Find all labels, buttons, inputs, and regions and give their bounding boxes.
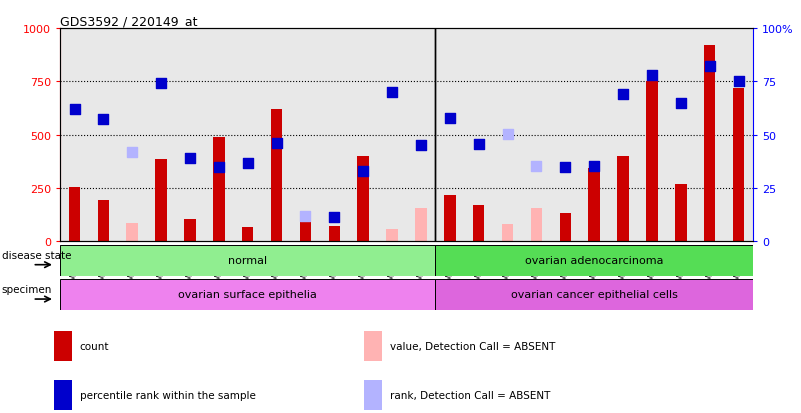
Text: value, Detection Call = ABSENT: value, Detection Call = ABSENT	[390, 341, 555, 351]
Bar	[704, 46, 715, 242]
Bar	[364, 380, 383, 410]
Point	[126, 149, 139, 156]
Point	[97, 116, 110, 123]
Text: normal: normal	[228, 255, 268, 266]
Point	[328, 214, 340, 221]
Point	[473, 142, 485, 148]
Text: count: count	[80, 341, 109, 351]
Text: rank, Detection Call = ABSENT: rank, Detection Call = ABSENT	[390, 390, 550, 400]
Bar	[98, 200, 109, 242]
Text: ovarian adenocarcinoma: ovarian adenocarcinoma	[525, 255, 663, 266]
Bar	[415, 209, 427, 242]
Bar	[560, 214, 571, 242]
Bar	[675, 184, 686, 242]
Point	[356, 168, 369, 175]
Bar	[213, 138, 224, 242]
Bar	[357, 157, 369, 242]
Point	[68, 107, 81, 113]
Point	[270, 140, 283, 147]
Point	[559, 164, 572, 171]
Point	[183, 155, 196, 162]
Bar	[589, 168, 600, 242]
Point	[212, 164, 225, 171]
Bar	[444, 196, 456, 242]
Point	[617, 92, 630, 98]
Point	[588, 163, 601, 169]
Bar	[618, 157, 629, 242]
Point	[703, 64, 716, 71]
Bar	[733, 88, 744, 242]
Bar	[473, 205, 485, 242]
Point	[501, 131, 514, 138]
Bar	[69, 188, 80, 242]
Point	[299, 213, 312, 219]
Point	[415, 142, 428, 149]
Bar	[127, 223, 138, 242]
Bar	[530, 209, 542, 242]
Bar	[501, 225, 513, 242]
Point	[646, 72, 658, 79]
Point	[385, 90, 398, 96]
Point	[444, 115, 457, 121]
Point	[241, 161, 254, 167]
Point	[732, 79, 745, 85]
Text: disease state: disease state	[2, 250, 71, 261]
Bar	[54, 380, 72, 410]
Bar	[386, 230, 398, 242]
Bar	[436, 279, 753, 310]
Text: percentile rank within the sample: percentile rank within the sample	[80, 390, 256, 400]
Text: ovarian cancer epithelial cells: ovarian cancer epithelial cells	[511, 290, 678, 300]
Bar	[242, 228, 253, 242]
Bar	[328, 227, 340, 242]
Bar	[364, 331, 383, 361]
Bar	[155, 160, 167, 242]
Bar	[184, 219, 195, 242]
Bar	[300, 221, 312, 242]
Bar	[60, 245, 436, 276]
Bar	[60, 279, 436, 310]
Text: GDS3592 / 220149_at: GDS3592 / 220149_at	[60, 15, 198, 28]
Bar	[436, 245, 753, 276]
Point	[155, 81, 167, 88]
Bar	[271, 110, 283, 242]
Text: ovarian surface epithelia: ovarian surface epithelia	[179, 290, 317, 300]
Point	[530, 163, 543, 169]
Point	[674, 100, 687, 107]
Bar	[54, 331, 72, 361]
Text: specimen: specimen	[2, 285, 52, 295]
Bar	[646, 82, 658, 242]
